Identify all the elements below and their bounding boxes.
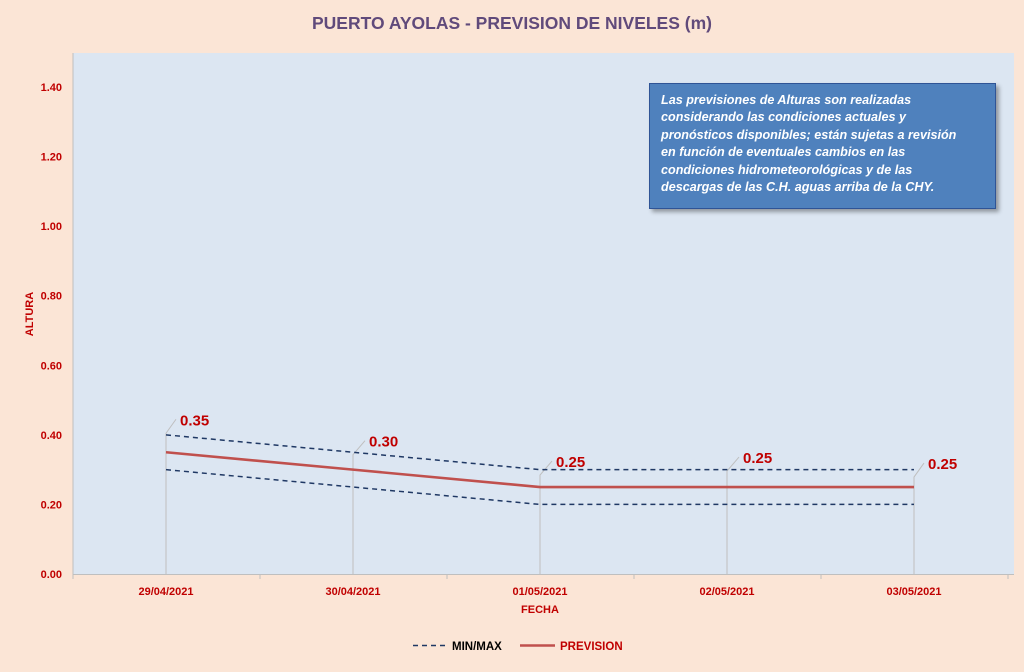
series-layer [165,434,914,506]
data-labels: 0.35 0.30 0.25 0.25 0.25 [180,412,957,473]
note-line: condiciones hidrometeorológicas y de las [661,162,913,177]
y-tick-label: 1.00 [41,221,62,233]
prevision-line [165,450,914,489]
note-line: Las previsiones de Alturas son realizada… [661,93,912,107]
prevision-data-label: 0.25 [743,450,772,467]
prevision-data-label: 0.30 [369,434,398,451]
prevision-data-label: 0.25 [928,456,957,473]
x-axis-title: FECHA [521,604,559,616]
data-label-leaders [165,418,925,574]
x-axis: 29/04/2021 30/04/2021 01/05/2021 02/05/2021… [72,574,1014,598]
y-tick-label: 1.20 [41,152,62,164]
x-tick-label: 03/05/2021 [886,586,941,598]
legend-prevision-label: PREVISION [560,641,623,653]
note-line: descargas de las C.H. aguas arriba de la… [661,180,935,195]
y-tick-label: 0.60 [41,360,62,372]
y-tick-label: 0.20 [41,499,62,511]
data-label-leader [913,462,925,574]
data-label-leader [352,440,366,574]
minmax-upper-line [165,434,914,471]
prevision-data-label: 0.35 [180,412,209,429]
note-line: considerando las condiciones actuales y [661,110,906,125]
forecast-disclaimer-note: Las previsiones de Alturas son realizada… [649,83,996,209]
y-tick-label: 0.40 [41,430,62,442]
data-label-leader [726,456,740,574]
data-label-leader [539,460,553,574]
y-tick-label: 0.00 [41,569,62,581]
minmax-lower-line [165,468,914,506]
legend-minmax-label: MIN/MAX [452,641,502,653]
legend: MIN/MAX PREVISION [413,641,623,653]
data-label-leader [165,418,177,574]
x-tick-label: 30/04/2021 [325,586,380,598]
prevision-data-label: 0.25 [556,454,585,471]
note-line: en función de eventuales cambios en las [661,145,906,160]
y-axis-title: ALTURA [24,292,36,336]
x-tick-label: 02/05/2021 [699,586,754,598]
x-tick-label: 01/05/2021 [512,586,567,598]
y-axis: 0.00 0.20 0.40 0.60 0.80 1.00 1.20 1.40 [41,53,74,581]
x-tick-label: 29/04/2021 [138,586,193,598]
y-tick-label: 1.40 [41,82,62,94]
note-line: pronósticos disponibles; están sujetas a… [661,127,957,142]
chart-title: PUERTO AYOLAS - PREVISION DE NIVELES (m) [312,13,712,33]
y-tick-label: 0.80 [41,291,62,303]
